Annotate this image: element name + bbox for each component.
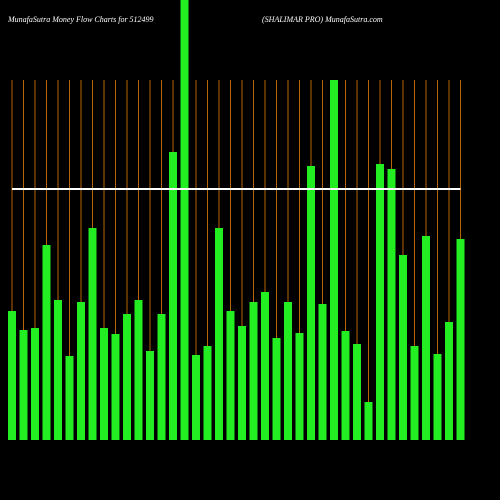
bar: [31, 328, 39, 440]
bar: [203, 346, 212, 440]
bar: [422, 236, 430, 440]
bar: [284, 302, 292, 440]
bar: [180, 0, 189, 440]
bar: [100, 328, 108, 440]
bar: [169, 152, 177, 440]
bar: [192, 355, 200, 440]
bar: [399, 255, 407, 440]
bar: [134, 300, 143, 440]
bar: [261, 292, 269, 440]
bar: [77, 302, 85, 440]
bar: [123, 314, 131, 440]
bar: [307, 166, 315, 440]
bar: [433, 354, 442, 440]
bar: [215, 228, 223, 440]
bar: [146, 351, 154, 440]
bar: [387, 169, 396, 440]
bar: [318, 304, 327, 440]
bar: [330, 80, 338, 440]
chart-subtitle: (SHALIMAR PRO) MunafaSutra.com: [262, 15, 383, 24]
chart-title: MunafaSutra Money Flow Charts for 512499: [7, 15, 154, 24]
bar: [445, 322, 453, 440]
bar: [295, 333, 304, 440]
bar: [19, 330, 28, 440]
bar: [157, 314, 166, 440]
bar: [88, 228, 97, 440]
bar: [456, 239, 465, 440]
bar: [111, 334, 120, 440]
bar: [8, 311, 16, 440]
bar: [272, 338, 281, 440]
bar: [42, 245, 51, 440]
bar: [238, 326, 246, 440]
bar: [54, 300, 62, 440]
bar: [249, 302, 258, 440]
bar: [341, 331, 350, 440]
bar: [376, 164, 384, 440]
bar: [65, 356, 74, 440]
bar: [364, 402, 373, 440]
bar: [226, 311, 235, 440]
bar: [353, 344, 361, 440]
bar: [410, 346, 419, 440]
